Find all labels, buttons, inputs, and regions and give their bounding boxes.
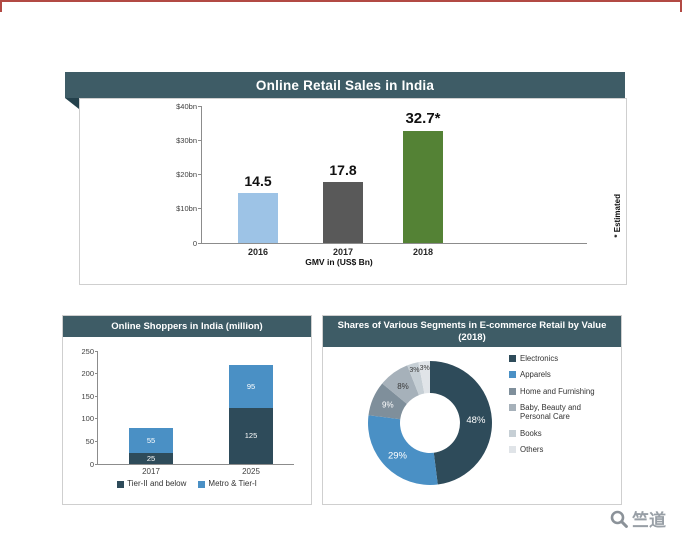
legend-item: Home and Furnishing: [509, 387, 613, 396]
y-tick-mark: [95, 395, 98, 397]
slice-pct-label: 9%: [382, 401, 394, 410]
chart-panel-segment-shares: Shares of Various Segments in E-commerce…: [322, 315, 622, 505]
y-tick-label: $10bn: [176, 204, 197, 214]
brand-watermark: 竺道: [609, 506, 666, 531]
bar-segment-tier-ii-and-below: 125: [229, 407, 273, 464]
y-tick-mark: [198, 105, 202, 107]
chart-legend: Tier-II and below Metro & Tier-I: [63, 479, 311, 488]
y-tick-label: 0: [89, 459, 94, 469]
legend-label: Baby, Beauty and Personal Care: [520, 403, 581, 422]
y-tick-mark: [95, 373, 98, 375]
donut-slice-books: [407, 362, 425, 396]
y-tick-mark: [95, 463, 98, 465]
y-tick-mark: [95, 350, 98, 352]
bar-segment-metro-tier-i: 95: [229, 364, 273, 408]
bar-segment-tier-ii-and-below: 25: [129, 452, 173, 464]
bar-chart-plot: $40bn $30bn $20bn $10bn 0 14.5 2016 17.8 2017 32.…: [176, 102, 587, 257]
chart-legend: Electronics Apparels Home and Furnishing Ba…: [509, 354, 613, 454]
legend-swatch: [509, 446, 516, 454]
slice-pct-label: 29%: [388, 451, 408, 462]
donut-slice-apparels: [368, 415, 438, 485]
legend-label: Electronics: [520, 354, 559, 363]
legend-swatch: [509, 404, 516, 412]
legend-item: Others: [509, 445, 613, 454]
chart-title: Online Retail Sales in India: [255, 77, 435, 93]
donut-slice-electronics: [430, 361, 492, 485]
legend-swatch: [198, 480, 206, 488]
x-category-label: 2017: [332, 247, 354, 257]
chart-subtitle: (2018): [458, 331, 486, 343]
slice-pct-label: 8%: [397, 382, 409, 391]
y-tick-mark: [95, 440, 98, 442]
y-tick-label: 50: [85, 436, 94, 446]
y-tick-label: $30bn: [176, 135, 197, 145]
chart-panel-retail-sales: $40bn $30bn $20bn $10bn 0 14.5 2016 17.8 2017 32.…: [79, 98, 627, 285]
legend-swatch: [509, 387, 516, 395]
ribbon-fold: [65, 98, 79, 109]
y-tick-mark: [198, 174, 202, 175]
donut-slice-others: [418, 361, 430, 394]
y-tick-label: $20bn: [176, 170, 197, 179]
legend-item: Books: [509, 429, 613, 438]
y-tick-mark: [198, 242, 202, 244]
stacked-bar-plot: 250 200 150 100 50 0 25 55 2017 125 95 2025: [81, 347, 294, 476]
slice-pct-label: 3%: [409, 367, 419, 374]
legend-label: Metro & Tier-I: [208, 479, 257, 488]
legend-item: Tier-II and below: [117, 479, 186, 488]
y-tick-mark: [95, 418, 98, 420]
legend-label: Tier-II and below: [127, 479, 187, 488]
chart-title: Online Shoppers in India (million): [111, 321, 263, 332]
legend-item: Electronics: [509, 354, 613, 363]
legend-swatch: [117, 480, 125, 488]
legend-label: Others: [520, 445, 544, 455]
bar-2016: [238, 193, 278, 243]
x-category-label: 2017: [142, 467, 160, 476]
top-border-line: [0, 0, 682, 2]
y-tick-label: $40bn: [176, 101, 197, 111]
y-tick-label: 0: [192, 238, 197, 248]
y-tick-label: 250: [81, 346, 94, 356]
estimated-footnote: * Estimated: [613, 194, 622, 238]
y-tick-mark: [198, 208, 202, 210]
y-tick-label: 150: [81, 391, 94, 401]
left-border-line: [0, 0, 2, 12]
chart-title: Shares of Various Segments in E-commerce…: [337, 319, 607, 331]
bar-2017: [323, 182, 363, 243]
bar-segment-metro-tier-i: 55: [129, 427, 173, 453]
panel-title-online-retail-sales: Online Retail Sales in India: [65, 72, 625, 98]
bar-value-label: 17.8: [329, 162, 357, 178]
x-category-label: 2025: [242, 467, 260, 476]
donut-chart: 48% 29% 9% 8% 3% 3%: [368, 361, 492, 485]
bar-2018: [403, 131, 443, 243]
x-category-label: 2018: [412, 247, 434, 257]
legend-label: Books: [520, 428, 542, 438]
panel-title-online-shoppers: Online Shoppers in India (million): [63, 316, 311, 337]
right-border-line: [680, 0, 682, 12]
chart-panel-online-shoppers: Online Shoppers in India (million) 250 20…: [62, 315, 312, 505]
x-category-label: 2016: [247, 247, 269, 257]
y-tick-mark: [198, 139, 202, 141]
donut-slice-baby-beauty-and-personal-care: [382, 365, 419, 404]
donut-slice-home-and-furnishing: [368, 383, 407, 420]
slice-pct-label: 48%: [466, 415, 486, 426]
slice-pct-label: 3%: [420, 365, 430, 372]
legend-label: Apparels: [520, 370, 551, 380]
legend-swatch: [509, 371, 516, 379]
x-axis-title: GMV in (US$ Bn): [305, 257, 373, 267]
brand-name: 竺道: [632, 511, 666, 530]
legend-item: Metro & Tier-I: [198, 479, 257, 488]
y-tick-label: 200: [81, 369, 94, 379]
y-tick-label: 100: [81, 414, 94, 424]
bar-value-label: 32.7*: [405, 110, 441, 127]
legend-swatch: [509, 429, 516, 437]
legend-item: Apparels: [509, 370, 613, 379]
magnifier-icon: [610, 510, 628, 528]
legend-label: Home and Furnishing: [520, 386, 595, 396]
panel-title-segment-shares: Shares of Various Segments in E-commerce…: [323, 316, 621, 347]
bar-value-label: 14.5: [244, 173, 272, 190]
legend-item: Baby, Beauty and Personal Care: [509, 403, 613, 422]
legend-swatch: [509, 355, 516, 362]
